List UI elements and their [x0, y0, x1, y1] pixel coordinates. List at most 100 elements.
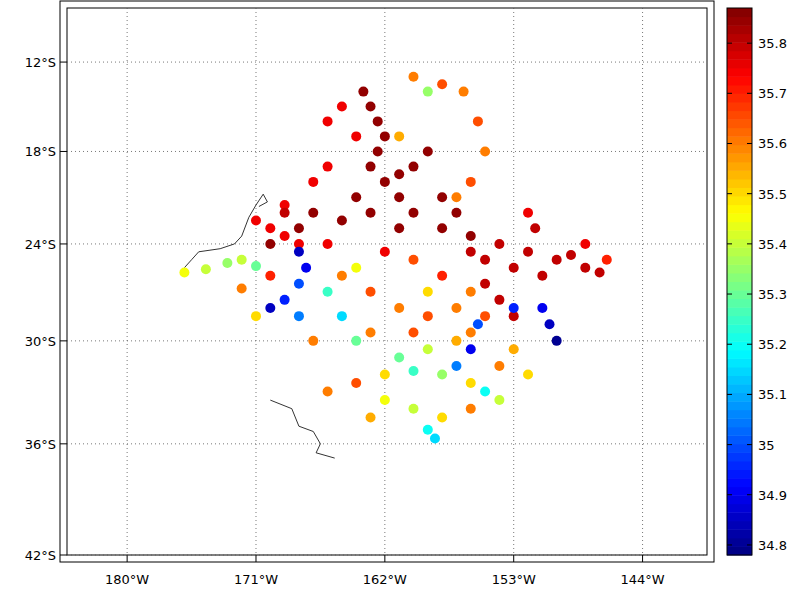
colorbar-tick — [727, 193, 732, 194]
point — [437, 223, 447, 233]
point — [408, 404, 418, 414]
point — [545, 319, 555, 329]
colorbar-cell — [727, 470, 752, 479]
point — [423, 287, 433, 297]
point — [201, 264, 211, 274]
point — [394, 192, 404, 202]
colorbar-frame — [727, 8, 752, 555]
point — [408, 72, 418, 82]
track — [270, 400, 334, 458]
point — [358, 87, 368, 97]
colorbar-cell — [727, 333, 752, 342]
point — [466, 231, 476, 241]
colorbar-cell — [727, 34, 752, 43]
point — [366, 328, 376, 338]
colorbar-cell — [727, 85, 752, 94]
point — [294, 223, 304, 233]
tick — [255, 555, 256, 562]
grid-line — [642, 8, 643, 555]
point — [423, 87, 433, 97]
colorbar-cell — [727, 273, 752, 282]
grid-line — [67, 243, 707, 244]
colorbar-cell — [727, 452, 752, 461]
y-tick-label: 24°S — [25, 237, 56, 252]
tick — [513, 555, 514, 562]
point — [408, 208, 418, 218]
colorbar-tick — [727, 294, 732, 295]
point — [480, 279, 490, 289]
point — [323, 116, 333, 126]
colorbar-tick — [727, 394, 732, 395]
point — [308, 336, 318, 346]
point — [337, 215, 347, 225]
colorbar-cell — [727, 230, 752, 239]
y-tick-label: 18°S — [25, 144, 56, 159]
colorbar-tick — [747, 494, 752, 495]
colorbar-label: 35.3 — [758, 287, 787, 302]
colorbar-cell — [727, 102, 752, 111]
colorbar-cell — [727, 418, 752, 427]
point — [265, 223, 275, 233]
point — [423, 425, 433, 435]
point — [408, 162, 418, 172]
y-tick-label: 42°S — [25, 548, 56, 563]
colorbar-cell — [727, 316, 752, 325]
point — [494, 239, 504, 249]
point — [466, 378, 476, 388]
point — [423, 344, 433, 354]
point — [373, 146, 383, 156]
point — [280, 231, 290, 241]
point — [394, 223, 404, 233]
colorbar-tick — [727, 93, 732, 94]
tick — [384, 555, 385, 562]
point — [337, 311, 347, 321]
colorbar-cell — [727, 495, 752, 504]
point — [408, 328, 418, 338]
colorbar-label: 34.8 — [758, 538, 787, 553]
point — [380, 131, 390, 141]
colorbar-cell — [727, 111, 752, 120]
point — [473, 319, 483, 329]
point — [237, 284, 247, 294]
colorbar-cell — [727, 376, 752, 385]
colorbar-tick — [727, 243, 732, 244]
point — [466, 247, 476, 257]
colorbar-tick — [747, 193, 752, 194]
colorbar-cell — [727, 290, 752, 299]
point — [466, 177, 476, 187]
colorbar-cell — [727, 384, 752, 393]
point — [580, 263, 590, 273]
point — [222, 258, 232, 268]
colorbar-cell — [727, 529, 752, 538]
point — [351, 131, 361, 141]
colorbar-cell — [727, 256, 752, 265]
point — [437, 79, 447, 89]
tick — [127, 555, 128, 562]
point — [394, 169, 404, 179]
colorbar-cell — [727, 512, 752, 521]
point — [251, 311, 261, 321]
colorbar-tick — [747, 93, 752, 94]
point — [466, 404, 476, 414]
point — [480, 255, 490, 265]
point — [366, 101, 376, 111]
point — [595, 267, 605, 277]
point — [323, 239, 333, 249]
colorbar-cell — [727, 521, 752, 530]
y-tick-label: 30°S — [25, 334, 56, 349]
point — [337, 271, 347, 281]
point — [380, 177, 390, 187]
point — [265, 271, 275, 281]
colorbar-tick — [747, 444, 752, 445]
x-tick-label: 171°W — [234, 572, 278, 587]
colorbar-cell — [727, 76, 752, 85]
y-tick-label: 12°S — [25, 55, 56, 70]
point — [237, 255, 247, 265]
colorbar-cell — [727, 119, 752, 128]
colorbar-cell — [727, 358, 752, 367]
plot-area — [179, 72, 611, 458]
colorbar-tick — [747, 143, 752, 144]
colorbar-tick — [747, 243, 752, 244]
tick — [60, 62, 67, 63]
point — [179, 267, 189, 277]
